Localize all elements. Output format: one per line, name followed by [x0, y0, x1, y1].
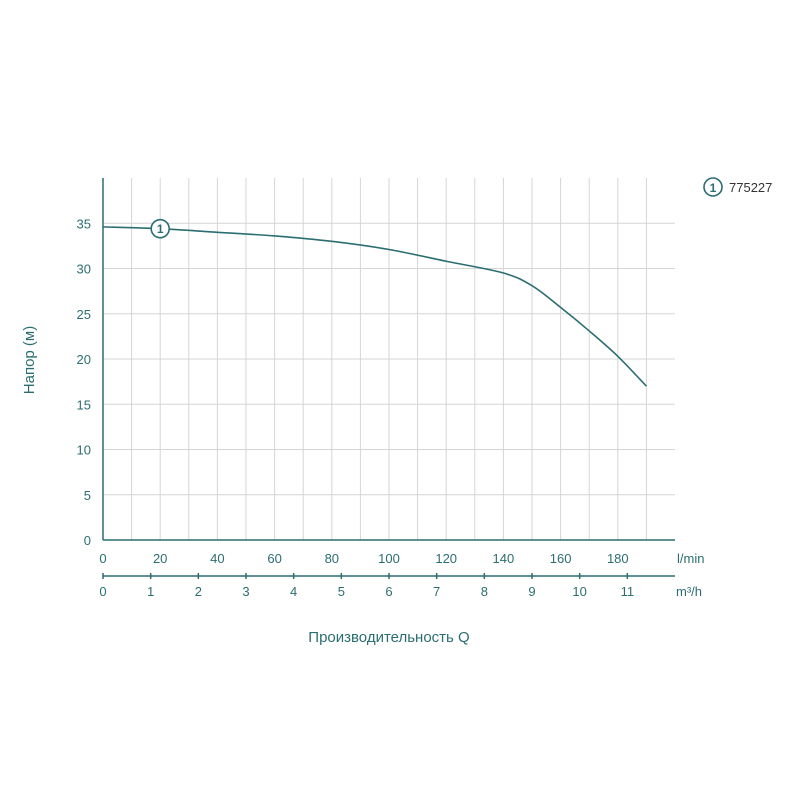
x-axis-title: Производительность Q	[308, 629, 469, 646]
x-tick-label-primary: 100	[378, 551, 400, 566]
x-tick-label-secondary: 6	[385, 584, 392, 599]
series-marker-circle	[150, 218, 170, 239]
series-line-775227	[102, 226, 647, 387]
x-tick-label-secondary: 1	[147, 584, 154, 599]
x-tick-label-primary: 180	[607, 551, 629, 566]
x-tick-label-secondary: 3	[242, 584, 249, 599]
x-tick-label-secondary: 7	[433, 584, 440, 599]
legend: 1 775227	[703, 177, 772, 197]
y-tick-label: 20	[77, 352, 91, 367]
series-marker-label: 1	[157, 222, 164, 236]
y-tick-label: 35	[77, 216, 91, 231]
x-tick-label-primary: 160	[550, 551, 572, 566]
x-tick-label-primary: 120	[435, 551, 457, 566]
x-unit-primary-label: l/min	[677, 551, 704, 566]
y-tick-label: 10	[77, 443, 91, 458]
x-tick-label-secondary: 2	[195, 584, 202, 599]
x-tick-label-primary: 140	[493, 551, 515, 566]
legend-series-name: 775227	[729, 180, 772, 195]
x-tick-label-primary: 60	[267, 551, 281, 566]
x-tick-label-primary: 40	[210, 551, 224, 566]
x-tick-label-secondary: 4	[290, 584, 297, 599]
legend-marker-label: 1	[710, 181, 717, 195]
y-tick-label: 30	[77, 262, 91, 277]
x-unit-secondary-label: m³/h	[676, 584, 702, 599]
x-tick-label-secondary: 5	[338, 584, 345, 599]
x-tick-label-primary: 0	[99, 551, 106, 566]
y-tick-label: 15	[77, 397, 91, 412]
y-tick-label: 5	[84, 488, 91, 503]
legend-marker-circle	[703, 177, 723, 197]
x-tick-label-secondary: 11	[621, 584, 635, 599]
x-tick-label-secondary: 8	[481, 584, 488, 599]
series-layer: 1	[102, 218, 647, 387]
y-tick-label: 0	[84, 533, 91, 548]
x-tick-label-secondary: 0	[99, 584, 106, 599]
x-tick-label-secondary: 9	[528, 584, 535, 599]
x-tick-label-secondary: 10	[572, 584, 586, 599]
x-tick-label-primary: 20	[153, 551, 167, 566]
grid	[103, 178, 675, 540]
y-tick-label: 25	[77, 307, 91, 322]
y-axis-title: Напор (м)	[21, 326, 38, 394]
x-tick-label-primary: 80	[325, 551, 339, 566]
